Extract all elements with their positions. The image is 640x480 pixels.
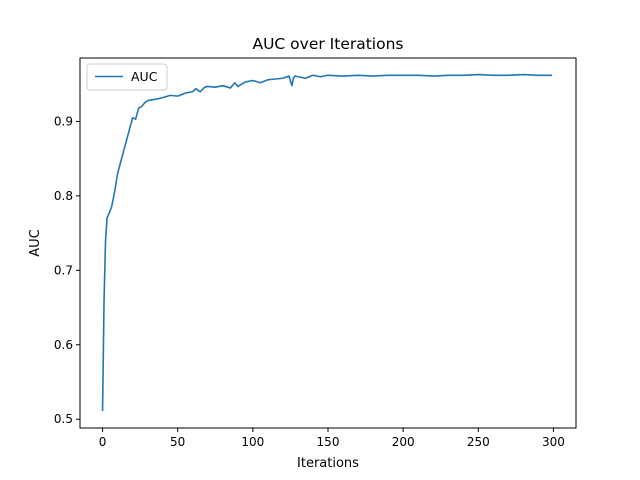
x-axis: 0 50 100 150 200 250 300 — [99, 428, 565, 449]
x-tick-label: 200 — [392, 435, 415, 449]
x-tick-label: 0 — [99, 435, 107, 449]
x-tick-label: 100 — [241, 435, 264, 449]
chart-title: AUC over Iterations — [252, 35, 403, 53]
legend: AUC — [86, 63, 168, 91]
y-axis: 0.5 0.6 0.7 0.8 0.9 — [54, 114, 80, 426]
x-tick-label: 150 — [317, 435, 340, 449]
legend-box — [86, 63, 168, 91]
x-tick-label: 250 — [467, 435, 490, 449]
y-tick-label: 0.8 — [54, 189, 73, 203]
x-tick-label: 300 — [542, 435, 565, 449]
x-tick-label: 50 — [170, 435, 185, 449]
series-line-auc — [101, 73, 552, 412]
plot-area — [101, 73, 552, 412]
legend-label-auc: AUC — [131, 69, 158, 84]
x-axis-label: Iterations — [297, 456, 359, 471]
y-tick-label: 0.9 — [54, 114, 73, 128]
y-tick-label: 0.6 — [54, 338, 73, 352]
y-tick-label: 0.5 — [54, 412, 73, 426]
y-axis-label: AUC — [28, 229, 43, 257]
y-tick-label: 0.7 — [54, 263, 73, 277]
